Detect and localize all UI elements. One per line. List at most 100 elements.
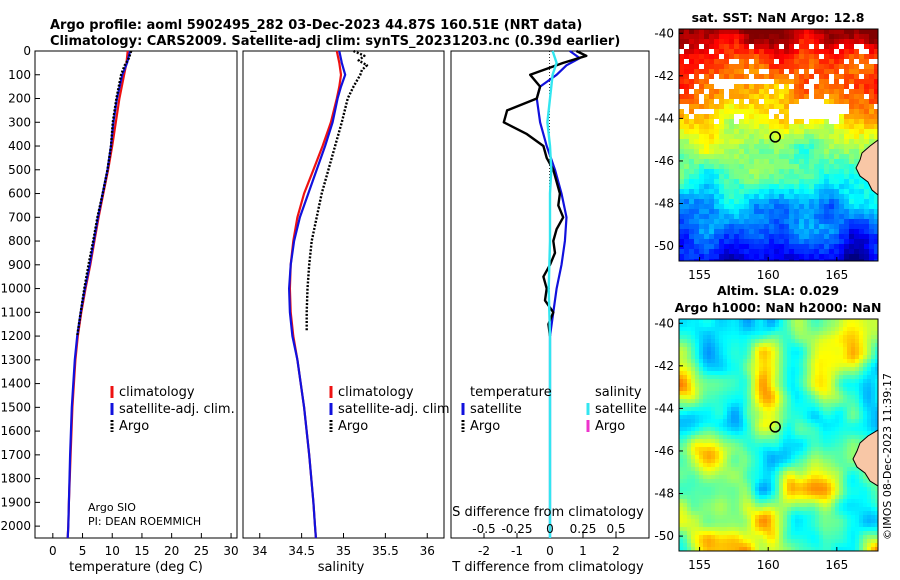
- sla-cell: [727, 371, 731, 375]
- sla-cell: [827, 331, 831, 335]
- sst-cell: [789, 209, 794, 214]
- sla-cell: [687, 507, 691, 511]
- sst-cell: [854, 79, 859, 84]
- sst-cell: [874, 104, 878, 109]
- sla-cell: [867, 527, 871, 531]
- sst-cell: [769, 219, 774, 224]
- sla-cell: [687, 447, 691, 451]
- sst-cell: [729, 179, 734, 184]
- sla-cell: [695, 515, 699, 519]
- sst-cell: [849, 69, 854, 74]
- sla-cell: [735, 387, 739, 391]
- sla-cell: [683, 475, 687, 479]
- sst-cell: [699, 94, 704, 99]
- sst-cell: [699, 29, 704, 34]
- sla-cell: [723, 479, 727, 483]
- sla-cell: [823, 379, 827, 383]
- sla-cell: [731, 351, 735, 355]
- sla-cell: [763, 419, 767, 423]
- sst-cell: [789, 44, 794, 49]
- sst-cell: [864, 194, 869, 199]
- sst-cell: [679, 129, 684, 134]
- sst-cell: [679, 114, 684, 119]
- sla-cell: [683, 375, 687, 379]
- sst-cell: [709, 219, 714, 224]
- sst-cell: [744, 244, 749, 249]
- sst-cell: [824, 44, 829, 49]
- sla-cell: [707, 395, 711, 399]
- sst-cell: [779, 149, 784, 154]
- sla-cell: [711, 431, 715, 435]
- sst-cell: [774, 199, 779, 204]
- sst-cell: [754, 134, 759, 139]
- sst-cell: [729, 259, 734, 261]
- sst-cell: [859, 109, 864, 114]
- sla-cell: [751, 383, 755, 387]
- sla-cell: [823, 535, 827, 539]
- sla-cell: [719, 499, 723, 503]
- sla-cell: [831, 455, 835, 459]
- sla-cell: [735, 407, 739, 411]
- sst-cell: [714, 34, 719, 39]
- sla-cell: [851, 531, 855, 535]
- sst-cell: [829, 99, 834, 104]
- sst-cell: [874, 79, 878, 84]
- sst-cell: [714, 144, 719, 149]
- sla-cell: [719, 347, 723, 351]
- sla-cell: [815, 483, 819, 487]
- sst-cell: [704, 119, 709, 124]
- sst-cell: [844, 29, 849, 34]
- sla-cell: [795, 331, 799, 335]
- sst-cell: [854, 219, 859, 224]
- sla-cell: [767, 515, 771, 519]
- sla-cell: [739, 543, 743, 547]
- sla-cell: [815, 467, 819, 471]
- sst-cell: [804, 254, 809, 259]
- sla-cell: [811, 439, 815, 443]
- sla-cell: [751, 459, 755, 463]
- sla-cell: [843, 391, 847, 395]
- sst-cell: [689, 119, 694, 124]
- sla-cell: [859, 423, 863, 427]
- sst-cell: [809, 49, 814, 54]
- sst-cell: [719, 199, 724, 204]
- sla-cell: [843, 535, 847, 539]
- sla-cell: [859, 379, 863, 383]
- sst-cell: [739, 224, 744, 229]
- sla-cell: [699, 367, 703, 371]
- sla-cell: [783, 327, 787, 331]
- sst-cell: [814, 124, 819, 129]
- sla-cell: [759, 511, 763, 515]
- sst-cell: [704, 134, 709, 139]
- sla-cell: [783, 475, 787, 479]
- sst-cell: [859, 259, 864, 261]
- sla-cell: [775, 475, 779, 479]
- sst-cell: [794, 214, 799, 219]
- sla-cell: [703, 427, 707, 431]
- sst-cell: [794, 229, 799, 234]
- sla-cell: [715, 539, 719, 543]
- sla-cell: [819, 363, 823, 367]
- sst-cell: [684, 189, 689, 194]
- sst-cell: [794, 184, 799, 189]
- sla-cell: [703, 439, 707, 443]
- sla-cell: [851, 431, 855, 435]
- sla-cell: [751, 343, 755, 347]
- sst-cell: [799, 134, 804, 139]
- sst-cell: [794, 99, 799, 104]
- sst-cell: [699, 169, 704, 174]
- sla-cell: [851, 511, 855, 515]
- sla-cell: [747, 371, 751, 375]
- sla-cell: [803, 331, 807, 335]
- sst-cell: [709, 139, 714, 144]
- sst-cell: [679, 104, 684, 109]
- sst-cell: [704, 194, 709, 199]
- sst-cell: [819, 64, 824, 69]
- sla-cell: [791, 335, 795, 339]
- sla-cell: [803, 543, 807, 547]
- sst-cell: [874, 89, 878, 94]
- sla-cell: [843, 483, 847, 487]
- sst-cell: [749, 114, 754, 119]
- sla-cell: [831, 335, 835, 339]
- sla-cell: [823, 391, 827, 395]
